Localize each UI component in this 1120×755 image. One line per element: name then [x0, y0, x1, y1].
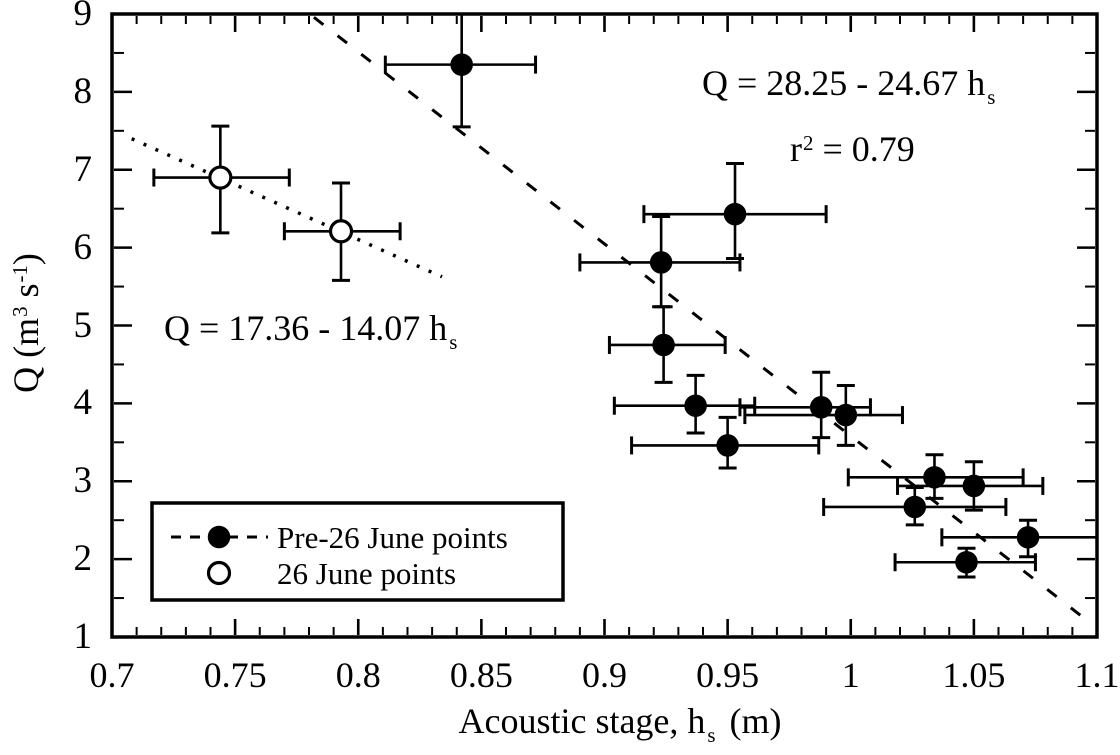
- legend-filled-marker: [207, 525, 231, 549]
- y-tick-label: 1: [73, 616, 93, 657]
- annotation-r-squared: r2 = 0.79: [790, 127, 915, 176]
- annotation-r-squared-value: = 0.79: [813, 129, 915, 169]
- annotation-equation-26june-text: Q = 17.36 - 14.07 h: [164, 308, 448, 348]
- legend-label-26june: 26 June points: [277, 556, 457, 591]
- annotation-equation-pre26: Q = 28.25 - 24.67 hs: [702, 61, 995, 110]
- data-point-filled: [903, 495, 927, 519]
- data-point-open: [208, 165, 233, 190]
- data-point-filled: [955, 550, 978, 574]
- annotation-equation-26june: Q = 17.36 - 14.07 hs: [164, 306, 457, 355]
- x-axis-title: Acoustic stage, hs (m): [260, 699, 980, 748]
- y-tick-label: 5: [73, 304, 93, 346]
- data-point-filled: [684, 394, 707, 417]
- y-tick-label: 3: [73, 460, 93, 502]
- x-tick-label: 0.85: [449, 655, 513, 695]
- data-point-filled: [450, 53, 473, 76]
- x-axis-title-unit: (m): [729, 701, 782, 741]
- data-point-filled: [723, 202, 747, 226]
- annotation-equation-pre26-text: Q = 28.25 - 24.67 h: [702, 63, 986, 103]
- y-tick-label: 7: [73, 148, 93, 190]
- data-point-filled: [716, 434, 739, 457]
- axis-ticks: [110, 12, 1099, 639]
- annotation-r-squared-base: r: [790, 129, 802, 169]
- x-tick-label: 0.8: [335, 655, 381, 695]
- x-tick-label: 1.1: [1074, 655, 1120, 695]
- data-point-open: [328, 219, 354, 244]
- series-open-circle: [152, 124, 402, 282]
- x-tick-label: 0.95: [696, 655, 760, 695]
- data-point-filled: [962, 474, 986, 498]
- plot-frame: [110, 12, 1099, 639]
- data-point-filled: [809, 396, 833, 419]
- x-tick-label: 0.7: [89, 655, 135, 695]
- series-filled-circle: [383, 14, 1097, 579]
- data-point-filled: [649, 251, 673, 274]
- legend-label-pre26: Pre-26 June points: [277, 520, 508, 555]
- annotation-equation-26june-subscript: s: [449, 329, 458, 354]
- y-tick-label: 2: [73, 538, 93, 580]
- annotation-equation-pre26-subscript: s: [987, 84, 996, 109]
- data-point-filled: [834, 403, 858, 427]
- x-axis-title-base: Acoustic stage, h: [458, 701, 706, 741]
- legend-open-marker: [206, 560, 232, 586]
- x-tick-label: 0.75: [203, 655, 267, 695]
- fit-line-dotted: [130, 137, 443, 279]
- y-tick-label: 6: [73, 226, 93, 268]
- y-tick-label: 4: [73, 382, 93, 424]
- legend: [150, 501, 565, 602]
- x-axis-title-subscript: s: [707, 722, 716, 747]
- y-tick-label: 9: [73, 0, 93, 34]
- plot-area: [130, 14, 1097, 626]
- data-point-filled: [1016, 526, 1040, 549]
- x-tick-label: 1: [841, 655, 860, 695]
- annotation-r-squared-exponent: 2: [803, 130, 814, 155]
- x-tick-label: 1.05: [942, 655, 1006, 695]
- data-point-filled: [923, 466, 946, 489]
- data-point-filled: [652, 333, 675, 357]
- y-tick-label: 8: [73, 70, 93, 112]
- x-tick-label: 0.9: [582, 655, 627, 695]
